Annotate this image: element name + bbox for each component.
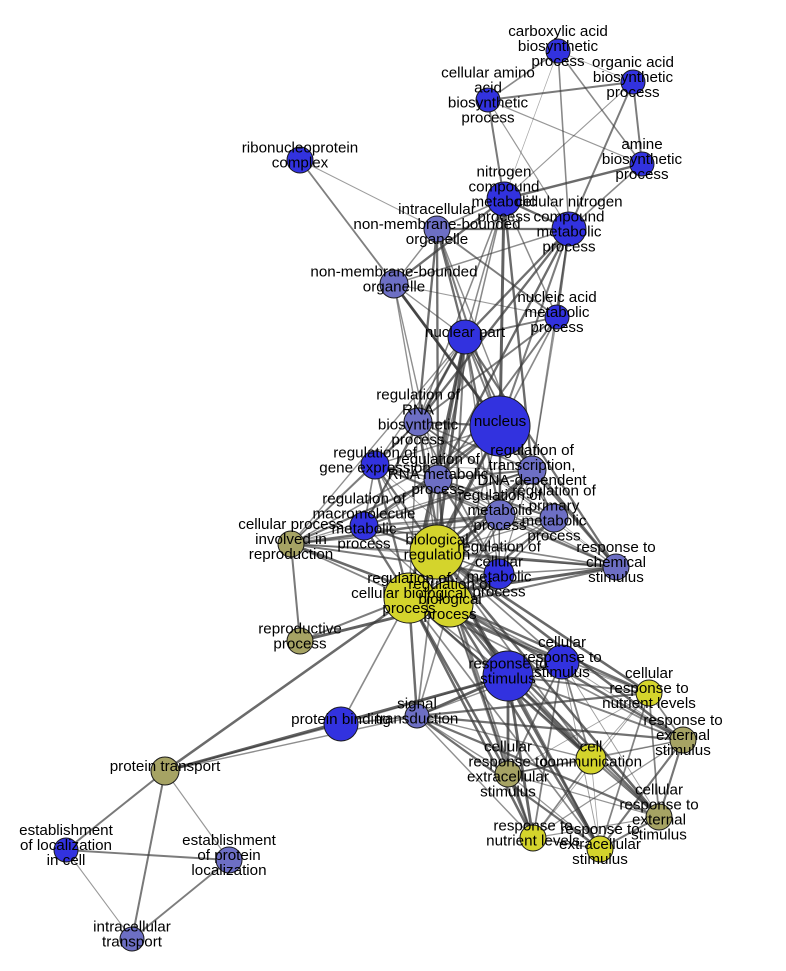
svg-text:protein transport: protein transport xyxy=(110,758,221,775)
svg-text:nucleus: nucleus xyxy=(474,413,527,430)
svg-text:nuclear part: nuclear part xyxy=(425,324,506,341)
